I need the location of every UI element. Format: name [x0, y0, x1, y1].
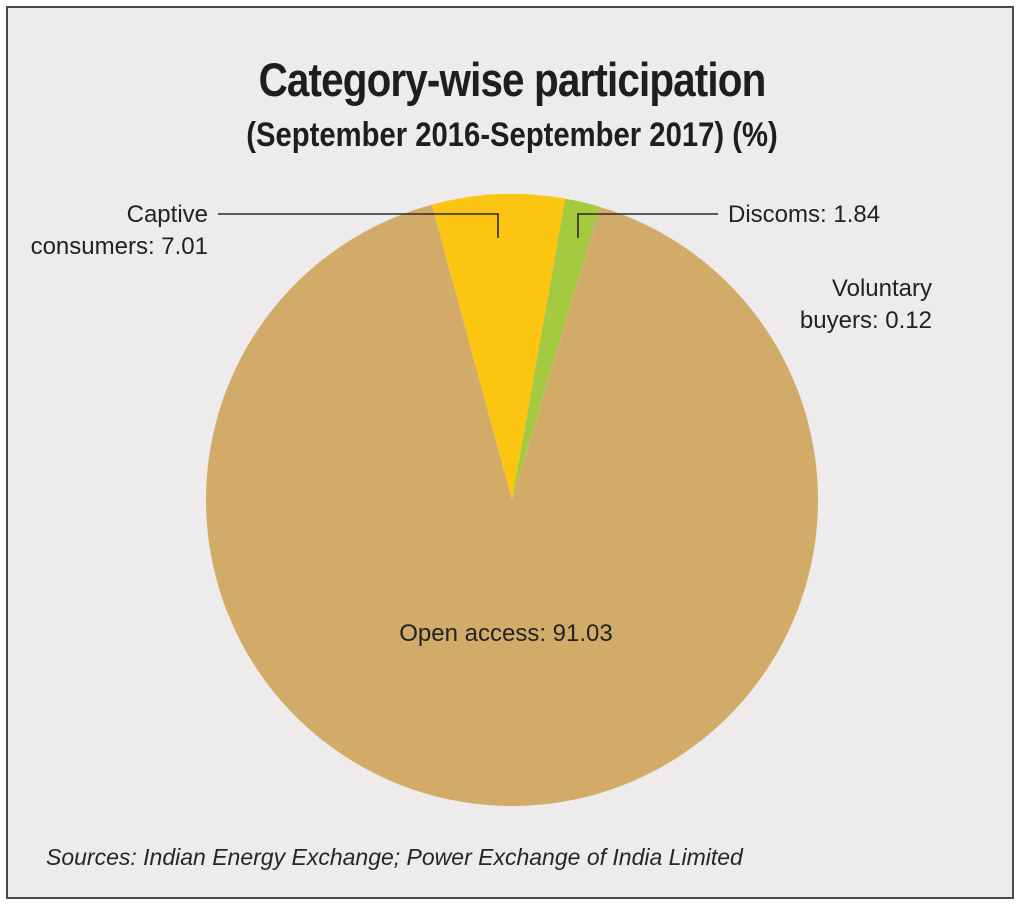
slice-label-open-access: Open access: 91.03 [399, 620, 612, 647]
pie-slice-open-access [206, 204, 819, 806]
slice-label-line: Discoms: 1.84 [728, 201, 880, 228]
slice-label-line: buyers: 0.12 [800, 307, 932, 334]
slice-label-line: consumers: 7.01 [31, 233, 208, 260]
pie-slice-voluntary-buyers [512, 206, 602, 500]
slice-label-captive-consumers: Captive consumers: 7.01 [31, 201, 208, 260]
pie-slices [206, 193, 819, 806]
slice-label-line: Captive [127, 201, 208, 228]
slice-label-voluntary-buyers: Voluntary buyers: 0.12 [800, 275, 932, 334]
slice-label-line: Open access: 91.03 [399, 620, 612, 647]
chart-subtitle: (September 2016-September 2017) (%) [246, 116, 778, 154]
slice-label-line: Voluntary [832, 275, 932, 302]
pie-slice-captive-consumers [431, 193, 566, 501]
slice-label-discoms: Discoms: 1.84 [728, 201, 880, 228]
source-note: Sources: Indian Energy Exchange; Power E… [46, 844, 743, 870]
chart-title: Category-wise participation [258, 53, 767, 106]
slice-labels: Captive consumers: 7.01 Discoms: 1.84 Volun… [31, 201, 932, 647]
leader-line-captive-consumers [218, 213, 499, 238]
leader-line-discoms [577, 213, 718, 238]
leader-lines [218, 213, 718, 238]
pie-slice-discoms [512, 198, 600, 500]
